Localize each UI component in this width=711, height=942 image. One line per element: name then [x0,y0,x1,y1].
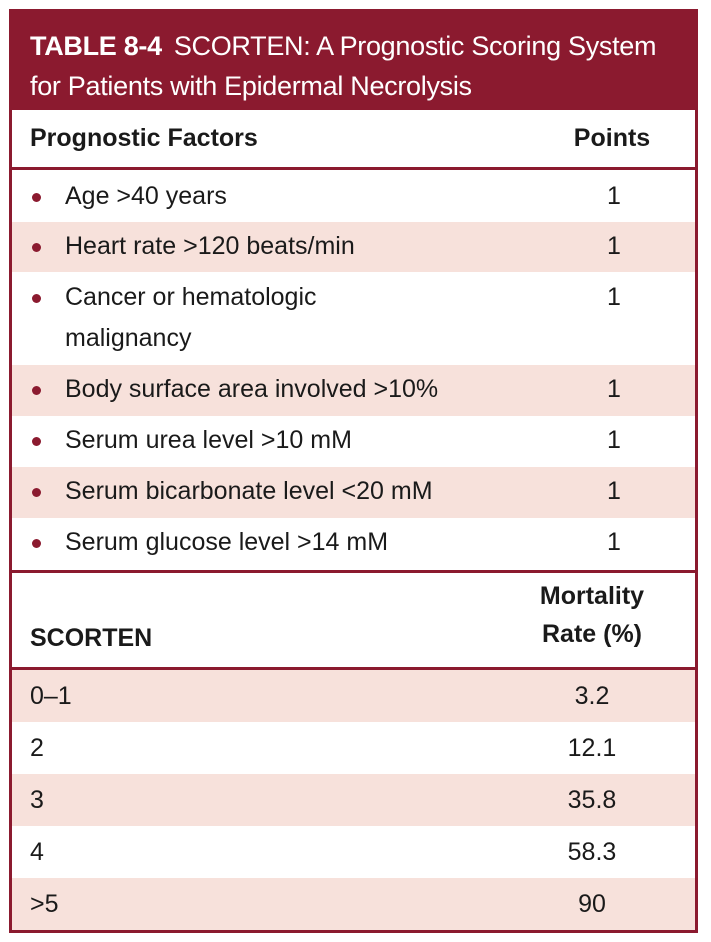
bullet-icon [32,437,41,446]
scorten-mortality: 12.1 [567,733,617,762]
scorten-header: SCORTEN Mortality Rate (%) [12,570,695,670]
bullet-icon [32,193,41,202]
title-line-1: SCORTEN: A Prognostic Scoring System [173,31,657,61]
factor-row: Serum bicarbonate level <20 mM 1 [12,467,695,518]
factor-text: Serum glucose level >14 mM [65,528,389,556]
factor-text: Serum urea level >10 mM [65,426,352,454]
scorten-mortality: 35.8 [567,785,617,814]
table-label: TABLE 8-4 [30,31,162,61]
factor-row: Cancer or hematologic malignancy 1 [12,272,695,365]
factor-row: Age >40 years 1 [12,170,695,222]
bullet-icon [32,386,41,395]
factors-header: Prognostic Factors Points [12,110,695,170]
scorten-score: 3 [30,785,44,814]
factor-row: Body surface area involved >10% 1 [12,365,695,416]
factors-header-points: Points [573,124,651,152]
factor-text-cont: malignancy [65,324,192,352]
factor-points: 1 [607,528,621,556]
scorten-score: 0–1 [30,681,72,710]
scorten-row: >5 90 [12,878,695,930]
scorten-row: 3 35.8 [12,774,695,826]
table-title: TABLE 8-4 SCORTEN: A Prognostic Scoring S… [12,12,695,110]
factor-points: 1 [607,232,621,260]
scorten-score: 4 [30,837,44,866]
scorten-score: >5 [30,889,59,918]
factor-points: 1 [607,283,621,311]
scorten-score: 2 [30,733,44,762]
factor-row: Serum glucose level >14 mM 1 [12,518,695,570]
scorten-header-mortality: Mortality Rate (%) [507,577,695,653]
bullet-icon [32,243,41,252]
factor-text: Age >40 years [65,182,227,210]
factor-text: Cancer or hematologic [65,283,317,311]
factor-row: Serum urea level >10 mM 1 [12,416,695,467]
factor-text: Serum bicarbonate level <20 mM [65,477,433,505]
scorten-mortality: 90 [578,889,606,918]
factor-row: Heart rate >120 beats/min 1 [12,222,695,272]
mortality-header-line-1: Mortality [539,582,645,610]
scorten-header-score: SCORTEN [30,624,153,652]
factor-points: 1 [607,477,621,505]
bullet-icon [32,488,41,497]
factor-text: Heart rate >120 beats/min [65,232,355,260]
factors-header-factor: Prognostic Factors [30,124,258,152]
scorten-table: TABLE 8-4 SCORTEN: A Prognostic Scoring S… [9,9,698,933]
factor-points: 1 [607,426,621,454]
factor-points: 1 [607,375,621,403]
factor-points: 1 [607,182,621,210]
bullet-icon [32,294,41,303]
scorten-row: 0–1 3.2 [12,670,695,722]
factor-text: Body surface area involved >10% [65,375,439,403]
scorten-row: 2 12.1 [12,722,695,774]
scorten-row: 4 58.3 [12,826,695,878]
bullet-icon [32,539,41,548]
title-line-2: for Patients with Epidermal Necrolysis [30,71,472,101]
scorten-mortality: 58.3 [567,837,617,866]
scorten-mortality: 3.2 [574,681,610,710]
mortality-header-line-2: Rate (%) [541,620,642,648]
